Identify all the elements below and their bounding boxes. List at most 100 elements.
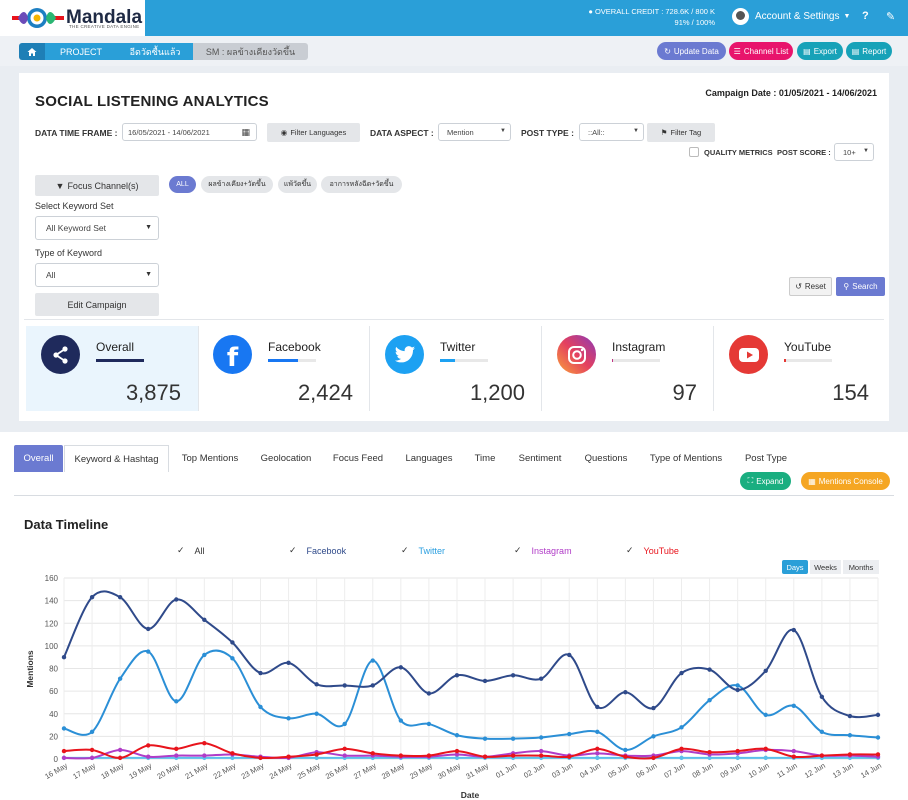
data-point-instagram bbox=[454, 752, 460, 757]
x-tick-label: 23 May bbox=[240, 761, 266, 781]
account-menu[interactable]: Account & Settings ▼ bbox=[732, 8, 850, 25]
legend-all-label: All bbox=[194, 545, 205, 556]
legend-facebook[interactable]: ✓ Facebook bbox=[289, 545, 346, 556]
data-point-facebook bbox=[202, 652, 207, 658]
breadcrumb-home[interactable] bbox=[19, 43, 45, 60]
data-point-instagram bbox=[426, 754, 432, 759]
data-point-facebook bbox=[286, 716, 291, 721]
filter-tag-button[interactable]: ⚑ Filter Tag bbox=[647, 123, 715, 142]
breadcrumb-bar: PROJECT อีดวัดซื้นแล้ว SM : ผลข้างเคียงว… bbox=[0, 36, 908, 66]
tab-type-of-mentions[interactable]: Type of Mentions bbox=[649, 453, 723, 464]
time-frame-label: DATA TIME FRAME : bbox=[35, 128, 118, 138]
data-point-instagram bbox=[202, 753, 207, 758]
legend-twitter[interactable]: ✓ Twitter bbox=[401, 545, 445, 556]
data-point-facebook bbox=[258, 704, 263, 710]
x-tick-label: 07 Jun bbox=[663, 761, 687, 780]
mentions-console-button[interactable]: ▦ Mentions Console bbox=[801, 472, 890, 490]
stat-youtube-bar bbox=[784, 359, 832, 362]
legend-youtube[interactable]: ✓ YouTube bbox=[626, 545, 679, 556]
reset-button[interactable]: ↺ Reset bbox=[789, 277, 832, 296]
chip-post-injection[interactable]: อาการหลังฉีด+วัดขึ้น bbox=[321, 176, 402, 193]
data-point-youtube bbox=[426, 753, 432, 758]
toggle-days[interactable]: Days bbox=[782, 560, 808, 574]
y-axis-label: Mentions bbox=[25, 650, 35, 688]
quality-metrics-checkbox[interactable] bbox=[689, 147, 699, 157]
data-point-facebook bbox=[679, 725, 684, 730]
legend-twitter-label: Twitter bbox=[418, 545, 446, 556]
breadcrumb-project[interactable]: PROJECT bbox=[45, 43, 117, 60]
data-point-instagram bbox=[875, 754, 881, 759]
edit-campaign-button[interactable]: Edit Campaign bbox=[35, 293, 159, 316]
toggle-months[interactable]: Months bbox=[843, 560, 879, 574]
x-tick-label: 25 May bbox=[296, 761, 322, 781]
stat-youtube[interactable]: YouTube 154 bbox=[714, 326, 886, 411]
breadcrumb-campaign[interactable]: อีดวัดซื้นแล้ว bbox=[117, 43, 193, 60]
tab-focus-feed[interactable]: Focus Feed bbox=[332, 453, 384, 464]
legend-all[interactable]: ✓ All bbox=[177, 545, 205, 556]
data-point-all bbox=[482, 678, 488, 684]
y-tick-label: 60 bbox=[49, 687, 58, 696]
legend-instagram[interactable]: ✓ Instagram bbox=[514, 545, 572, 556]
report-button[interactable]: ▤ Report bbox=[846, 42, 892, 60]
data-point-facebook bbox=[707, 697, 712, 703]
data-point-all bbox=[567, 652, 572, 658]
brand-logo[interactable]: Mandala THE CREATIVE DATA ENGINE bbox=[0, 0, 145, 36]
focus-channels-button[interactable]: ▼ Focus Channel(s) bbox=[35, 175, 159, 196]
tab-languages[interactable]: Languages bbox=[405, 453, 453, 464]
post-score-select[interactable]: 10+ ▼ bbox=[834, 143, 874, 161]
tab-sentiment[interactable]: Sentiment bbox=[518, 453, 562, 464]
channel-list-button[interactable]: ☰ Channel List bbox=[729, 42, 793, 60]
stat-instagram[interactable]: Instagram 97 bbox=[542, 326, 714, 411]
data-point-twitter bbox=[791, 755, 796, 761]
post-type-select[interactable]: ::All:: ▼ bbox=[579, 123, 644, 141]
search-button[interactable]: ⚲ Search bbox=[836, 277, 885, 296]
data-point-twitter bbox=[651, 755, 656, 761]
help-icon[interactable]: ? bbox=[862, 10, 869, 22]
data-point-youtube bbox=[538, 753, 544, 758]
post-type-value: ::All:: bbox=[588, 127, 605, 137]
time-frame-input[interactable]: 16/05/2021 - 14/06/2021 ▦ bbox=[122, 123, 257, 141]
chip-all[interactable]: ALL bbox=[169, 176, 196, 193]
data-point-youtube bbox=[174, 746, 179, 752]
pencil-icon[interactable]: ✎ bbox=[886, 11, 896, 23]
series-line-all bbox=[63, 590, 879, 719]
stat-overall[interactable]: Overall 3,875 bbox=[26, 326, 198, 411]
time-frame-value: 16/05/2021 - 14/06/2021 bbox=[128, 127, 210, 137]
stat-separator bbox=[713, 326, 714, 411]
x-axis-label: Date bbox=[461, 790, 480, 800]
toggle-weeks[interactable]: Weeks bbox=[810, 560, 841, 574]
top-header: Mandala THE CREATIVE DATA ENGINE ● OVERA… bbox=[0, 0, 908, 36]
x-tick-label: 13 Jun bbox=[831, 761, 855, 780]
filter-tag-label: Filter Tag bbox=[670, 128, 702, 137]
tab-keyword-hashtag[interactable]: Keyword & Hashtag bbox=[64, 445, 169, 472]
data-point-facebook bbox=[117, 676, 123, 681]
data-point-instagram bbox=[258, 754, 263, 759]
stat-facebook[interactable]: f Facebook 2,424 bbox=[198, 326, 370, 411]
tab-geolocation[interactable]: Geolocation bbox=[260, 453, 312, 464]
quality-metrics-label: QUALITY METRICS bbox=[704, 148, 773, 157]
x-tick-label: 06 Jun bbox=[634, 761, 658, 780]
update-data-label: Update Data bbox=[673, 46, 719, 56]
tab-questions[interactable]: Questions bbox=[584, 453, 628, 464]
filter-languages-button[interactable]: ◉ Filter Languages bbox=[267, 123, 360, 142]
tab-post-type[interactable]: Post Type bbox=[744, 453, 788, 464]
data-point-twitter bbox=[146, 755, 151, 761]
export-button[interactable]: ▤ Export bbox=[797, 42, 843, 60]
stat-youtube-bar-fill bbox=[784, 359, 786, 362]
expand-button[interactable]: ⛶ Expand bbox=[740, 472, 791, 490]
stat-twitter[interactable]: Twitter 1,200 bbox=[370, 326, 542, 411]
x-tick-label: 31 May bbox=[464, 761, 490, 781]
chip-side-effects[interactable]: ผลข้างเคียง+วัดขึ้น bbox=[201, 176, 273, 193]
data-point-instagram bbox=[679, 748, 684, 754]
data-point-youtube bbox=[510, 753, 516, 758]
keyword-set-select[interactable]: All Keyword Set ▼ bbox=[35, 216, 159, 240]
tab-time[interactable]: Time bbox=[474, 453, 496, 464]
chip-allergy[interactable]: แพ้วัดขึ้น bbox=[278, 176, 317, 193]
data-aspect-select[interactable]: Mention ▼ bbox=[438, 123, 511, 141]
update-data-button[interactable]: ↻ Update Data bbox=[657, 42, 726, 60]
data-point-all bbox=[174, 597, 179, 602]
tab-top-mentions[interactable]: Top Mentions bbox=[181, 453, 239, 464]
keyword-type-select[interactable]: All ▼ bbox=[35, 263, 159, 287]
x-tick-label: 09 Jun bbox=[719, 761, 743, 780]
tab-overall[interactable]: Overall bbox=[14, 445, 63, 472]
